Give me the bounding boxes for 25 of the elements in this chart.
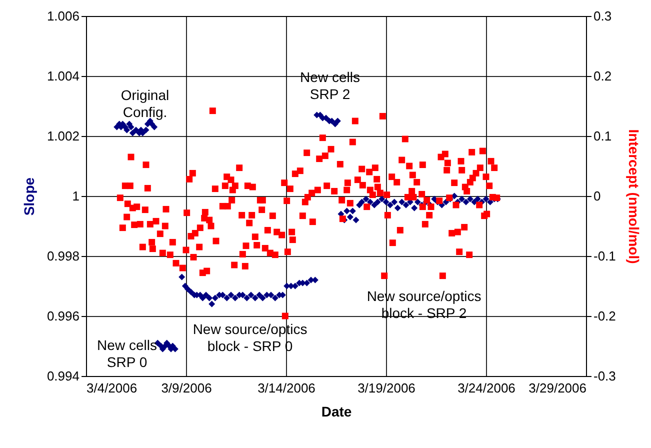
y2-tick-label: -0.1 bbox=[594, 248, 616, 264]
y2-tick-label: 0.1 bbox=[594, 128, 612, 144]
x-tick-label: 3/24/2006 bbox=[458, 380, 516, 396]
y2-axis-title: Intercept (nmol/mol) bbox=[626, 129, 642, 264]
y2-tick-label: 0 bbox=[594, 188, 601, 204]
annotation: New cells SRP 0 bbox=[97, 337, 157, 370]
y2-tick-label: 0.3 bbox=[594, 8, 612, 24]
y-tick-label: 1 bbox=[72, 188, 80, 204]
y-tick-label: 1.004 bbox=[46, 68, 80, 84]
y-tick-label: 0.994 bbox=[46, 368, 80, 384]
y2-tick-label: 0.2 bbox=[594, 68, 612, 84]
y2-tick-label: -0.2 bbox=[594, 308, 616, 324]
x-axis-title: Date bbox=[321, 404, 352, 420]
y2-tick-label: -0.3 bbox=[594, 368, 616, 384]
x-tick-label: 3/19/2006 bbox=[358, 380, 416, 396]
x-tick-label: 3/9/2006 bbox=[161, 380, 212, 396]
x-tick-label: 3/29/2006 bbox=[528, 380, 586, 396]
y-tick-label: 1.006 bbox=[46, 8, 80, 24]
x-tick-label: 3/4/2006 bbox=[86, 380, 138, 396]
y-axis-title: Slope bbox=[20, 177, 37, 216]
annotation: Original Config. bbox=[120, 86, 170, 120]
y-tick-label: 1.002 bbox=[46, 128, 80, 144]
x-tick-label: 3/14/2006 bbox=[258, 380, 316, 396]
y-tick-label: 0.998 bbox=[46, 248, 80, 264]
y-tick-label: 0.996 bbox=[46, 308, 80, 324]
